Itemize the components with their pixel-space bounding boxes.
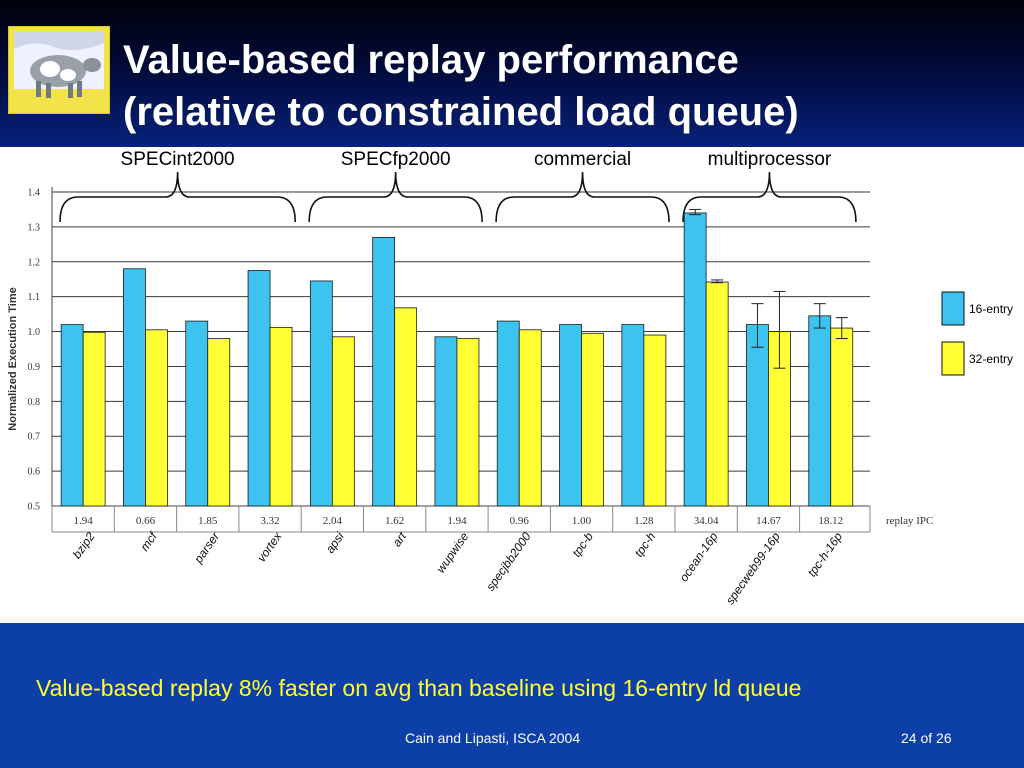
slide-footer: Value-based replay 8% faster on avg than… — [0, 623, 1024, 768]
bar-32-entry-tpc-h — [643, 334, 667, 507]
footer-credit: Cain and Lipasti, ISCA 2004 — [405, 730, 581, 746]
category-label: parser — [191, 529, 223, 567]
bar-16-entry-art — [372, 236, 396, 507]
bar-16-entry-tpc-h — [621, 324, 645, 507]
error-bars — [689, 208, 848, 369]
y-tick-label: 0.8 — [28, 397, 41, 408]
ipc-axis-label: replay IPC — [886, 515, 933, 527]
y-tick-label: 0.5 — [28, 502, 41, 513]
bar-16-entry-vortex — [247, 270, 271, 507]
bar-32-entry-art — [394, 307, 418, 507]
ipc-value: 0.66 — [136, 515, 156, 527]
y-tick-label: 1.2 — [28, 257, 41, 268]
y-tick-label: 1.4 — [28, 188, 41, 199]
slide-header: Value-based replay performance (relative… — [0, 0, 1024, 147]
brace-SPECfp2000 — [308, 171, 483, 223]
group-braces — [59, 171, 857, 223]
bar-32-entry-tpc-b — [581, 332, 604, 507]
slide-title-line2: (relative to constrained load queue) — [123, 90, 799, 134]
ipc-value: 1.00 — [572, 515, 592, 527]
brace-multiprocessor — [682, 171, 857, 223]
bars — [60, 212, 854, 507]
bar-16-entry-parser — [185, 320, 209, 507]
bar-32-entry-parser — [207, 338, 231, 507]
ipc-value: 2.04 — [323, 515, 343, 527]
cow-icon — [14, 31, 104, 109]
category-label: tpc-h-16p — [805, 529, 846, 579]
category-label: tpc-h — [632, 529, 659, 559]
bar-32-entry-tpc-h-16p — [830, 327, 854, 507]
category-label: specweb99-16p — [723, 529, 783, 607]
ipc-value: 1.94 — [74, 515, 94, 527]
y-tick-label: 1.0 — [28, 327, 41, 338]
y-tick-label: 0.6 — [28, 467, 41, 478]
ipc-value: 1.28 — [634, 515, 654, 527]
y-tick-label: 1.3 — [28, 222, 41, 233]
bar-32-entry-ocean-16p — [705, 281, 729, 507]
group-label: commercial — [534, 149, 631, 170]
category-label: bzip2 — [70, 529, 98, 561]
category-label: specjbb2000 — [483, 529, 534, 593]
bar-32-entry-mcf — [145, 329, 168, 507]
slide-title-line1: Value-based replay performance — [123, 38, 739, 82]
legend-swatch — [941, 291, 965, 326]
ipc-value: 34.04 — [694, 515, 719, 527]
legend-swatch — [941, 341, 965, 376]
category-label: ocean-16p — [677, 529, 721, 584]
ipc-value: 0.96 — [510, 515, 530, 527]
bar-16-entry-wupwise — [434, 336, 458, 507]
bar-32-entry-wupwise — [456, 338, 480, 507]
slide-caption: Value-based replay 8% faster on avg than… — [36, 675, 802, 701]
bar-32-entry-vortex — [269, 326, 293, 507]
bar-16-entry-mcf — [123, 268, 146, 507]
page-number: 24 of 26 — [901, 730, 952, 746]
bar-16-entry-ocean-16p — [683, 212, 707, 507]
group-label: multiprocessor — [708, 149, 832, 170]
bar-32-entry-apsi — [331, 336, 355, 507]
category-label: tpc-b — [569, 529, 596, 559]
bar-32-entry-specjbb2000 — [518, 329, 542, 507]
ipc-value: 18.12 — [818, 515, 843, 527]
bar-16-entry-apsi — [309, 280, 333, 507]
category-label: apsi — [323, 529, 347, 555]
category-label: wupwise — [434, 529, 472, 575]
bar-chart: 0.5 0.6 0.7 0.8 0.9 1.0 1.1 1.2 1.3 1.4 Normalized… — [7, 149, 1013, 607]
brace-SPECint2000 — [59, 171, 296, 223]
bar-16-entry-tpc-h-16p — [808, 315, 832, 507]
y-tick-label: 0.9 — [28, 362, 41, 373]
ipc-value: 1.94 — [447, 515, 467, 527]
legend-label: 32-entry — [969, 352, 1013, 366]
y-tick-label: 1.1 — [28, 292, 41, 303]
bar-16-entry-tpc-b — [559, 324, 582, 507]
legend-label: 16-entry — [969, 302, 1013, 316]
ipc-value: 1.85 — [198, 515, 218, 527]
y-axis-label: Normalized Execution Time — [7, 287, 19, 430]
bar-16-entry-specweb99-16p — [746, 324, 769, 507]
y-tick-label: 0.7 — [28, 432, 41, 443]
brace-commercial — [495, 171, 670, 223]
ipc-value: 14.67 — [756, 515, 781, 527]
group-label: SPECfp2000 — [341, 149, 451, 170]
bar-32-entry-bzip2 — [82, 331, 106, 507]
legend: 16-entry 32-entry — [941, 291, 1013, 376]
ipc-value: 3.32 — [260, 515, 279, 527]
cow-logo — [8, 26, 110, 114]
group-label: SPECint2000 — [121, 149, 235, 170]
bar-16-entry-bzip2 — [60, 324, 84, 507]
category-label: vortex — [254, 529, 285, 565]
bar-16-entry-specjbb2000 — [496, 320, 520, 507]
ipc-value: 1.62 — [385, 515, 404, 527]
